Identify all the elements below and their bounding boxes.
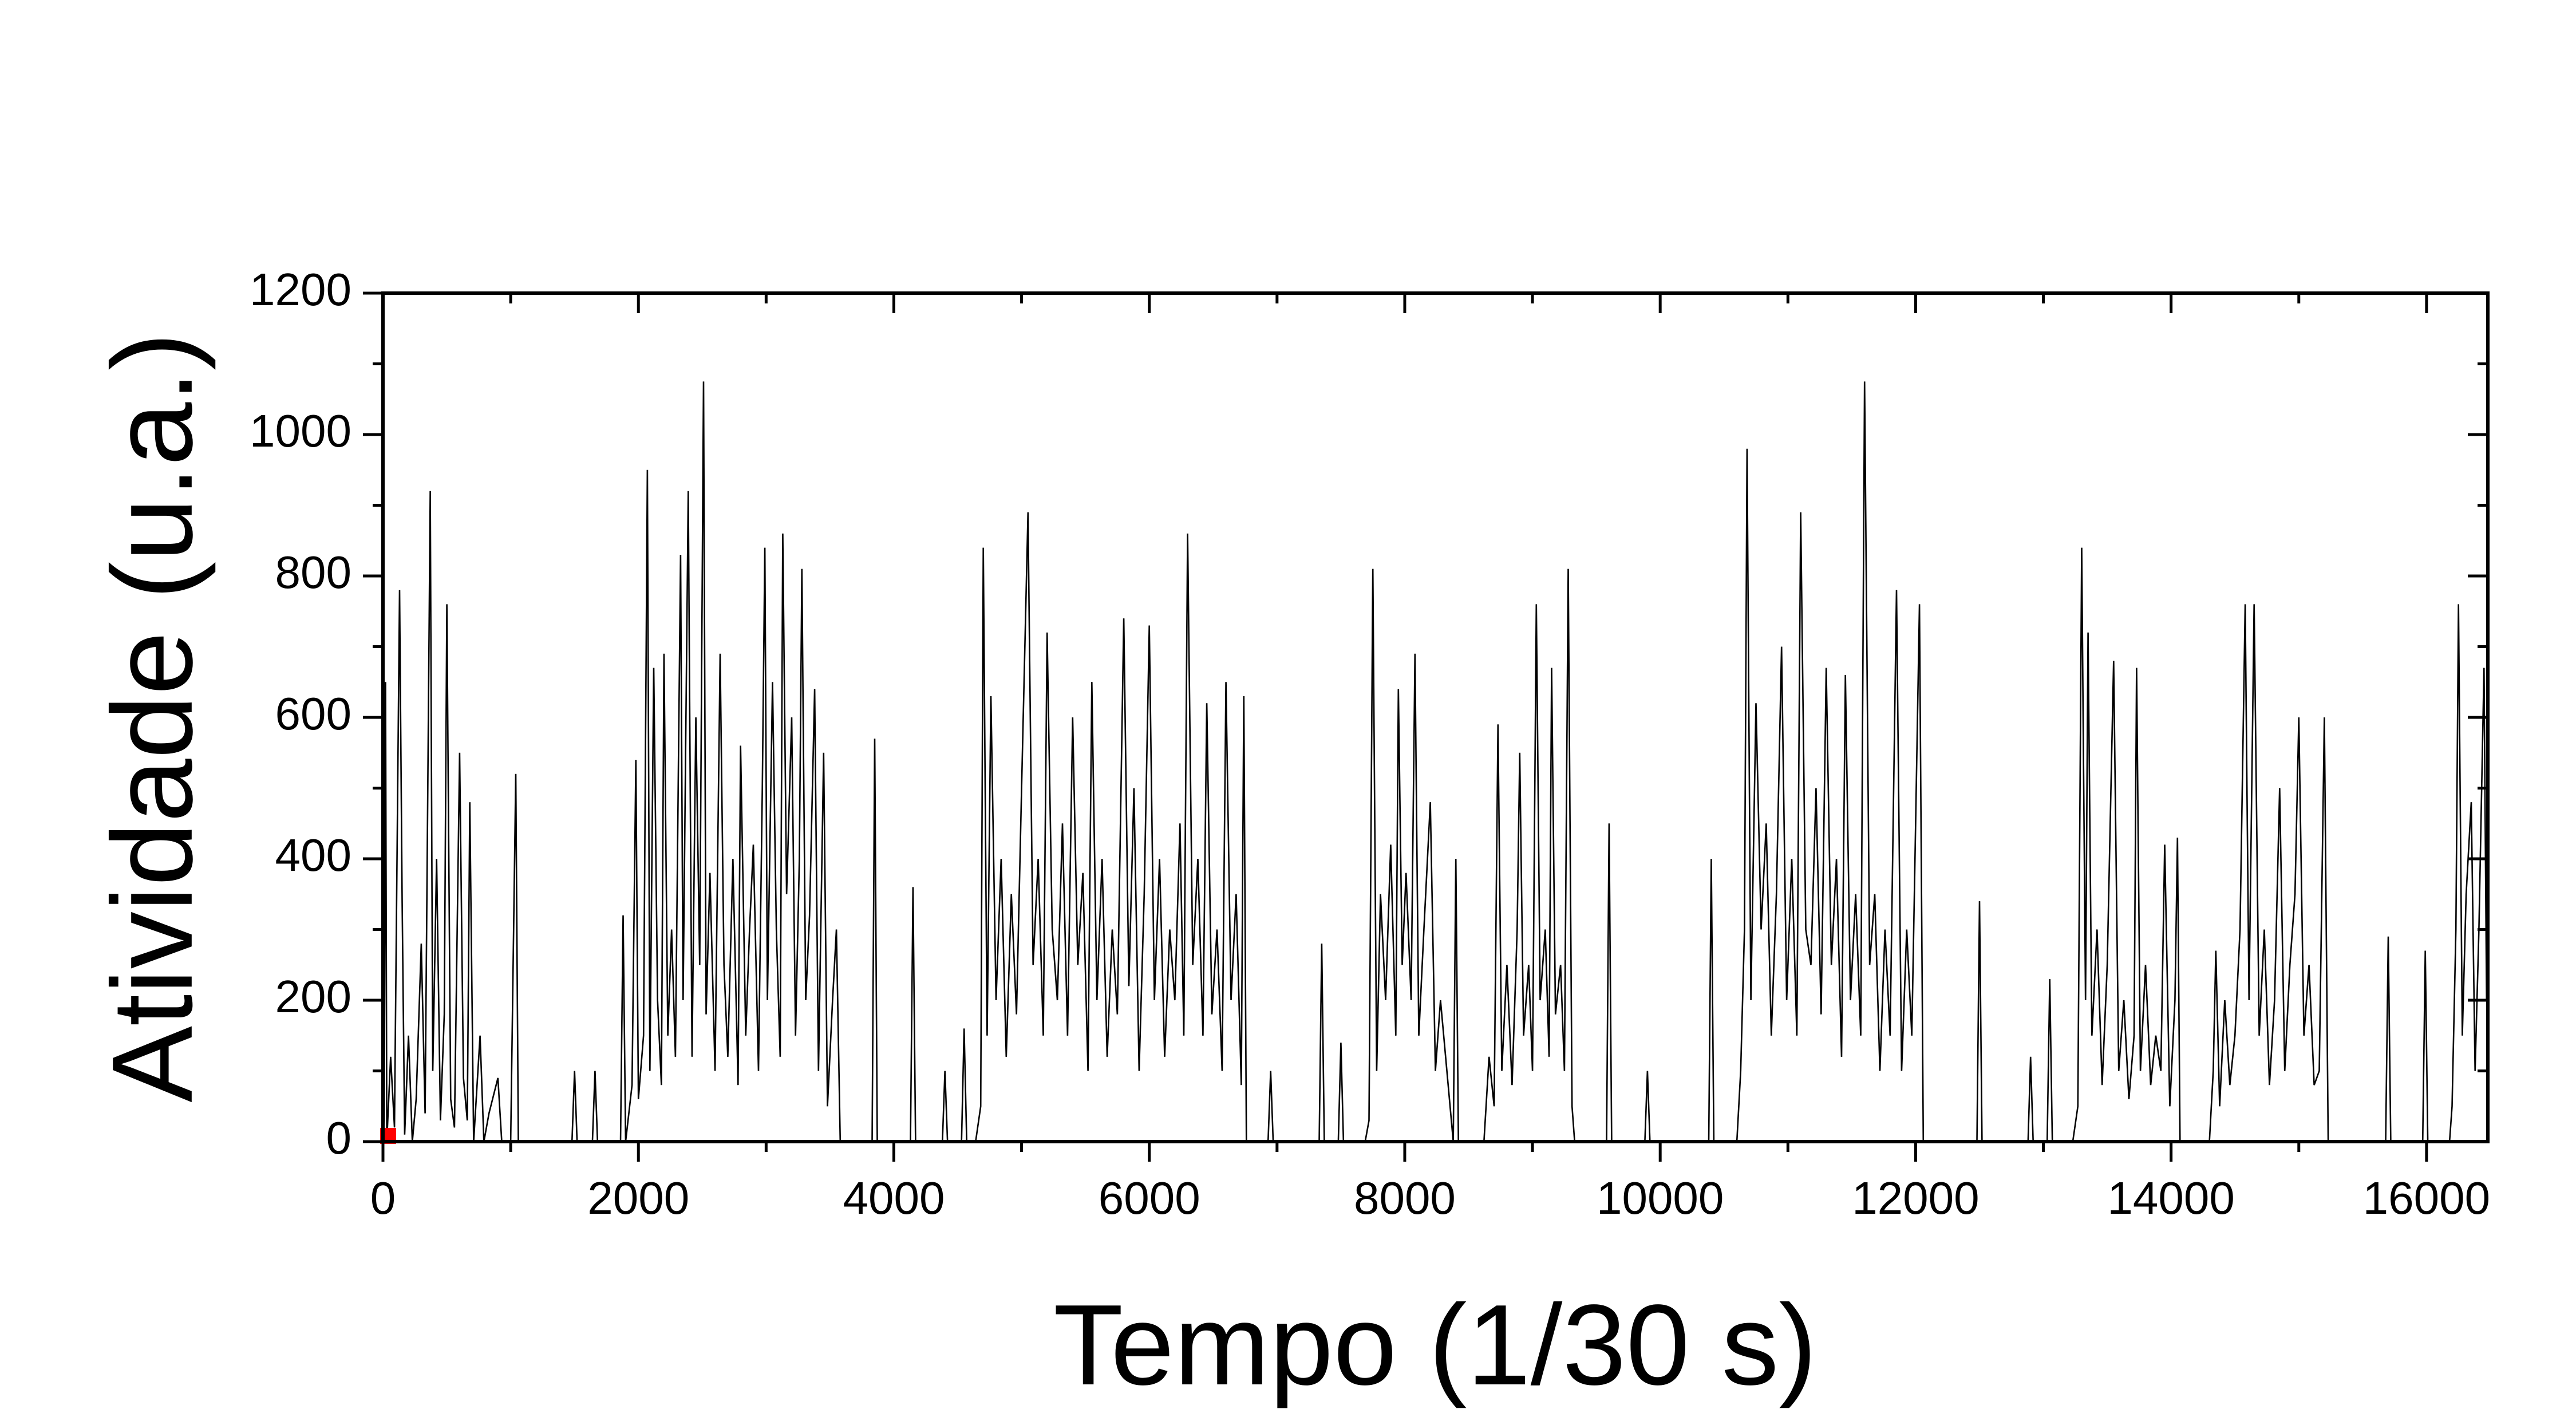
x-tick-label: 6000 bbox=[1099, 1173, 1200, 1223]
data-line bbox=[382, 381, 2488, 1143]
x-tick-label: 8000 bbox=[1354, 1173, 1456, 1223]
y-tick-label: 200 bbox=[275, 971, 351, 1022]
x-axis-title: Tempo (1/30 s) bbox=[1053, 1281, 1817, 1409]
x-tick-label: 0 bbox=[370, 1173, 396, 1223]
y-tick-label: 600 bbox=[275, 688, 351, 739]
y-tick-label: 1000 bbox=[250, 405, 351, 456]
y-tick-label: 800 bbox=[275, 547, 351, 598]
x-tick-label: 10000 bbox=[1597, 1173, 1724, 1223]
x-tick-label: 2000 bbox=[587, 1173, 689, 1223]
x-tick-label: 12000 bbox=[1852, 1173, 1979, 1223]
y-tick-label: 1200 bbox=[250, 264, 351, 315]
x-tick-label: 14000 bbox=[2107, 1173, 2234, 1223]
y-tick-label: 0 bbox=[326, 1112, 352, 1163]
x-tick-label: 16000 bbox=[2363, 1173, 2490, 1223]
y-axis-title: Atividade (u.a.) bbox=[89, 332, 216, 1102]
x-tick-label: 4000 bbox=[843, 1173, 945, 1223]
plot-frame bbox=[381, 291, 2490, 1143]
y-tick-label: 400 bbox=[275, 830, 351, 881]
